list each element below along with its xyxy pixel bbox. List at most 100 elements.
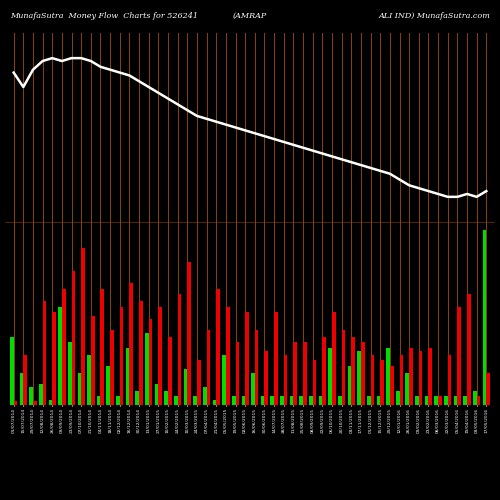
Bar: [348, 366, 352, 405]
Bar: [370, 355, 374, 405]
Bar: [174, 396, 178, 405]
Bar: [14, 402, 18, 405]
Bar: [419, 352, 422, 405]
Bar: [100, 289, 104, 405]
Bar: [145, 334, 148, 405]
Bar: [97, 396, 100, 405]
Bar: [312, 360, 316, 405]
Bar: [78, 373, 81, 405]
Bar: [130, 284, 133, 405]
Bar: [226, 306, 230, 405]
Bar: [434, 396, 438, 405]
Bar: [52, 312, 56, 405]
Bar: [352, 337, 355, 405]
Bar: [136, 390, 139, 405]
Bar: [338, 396, 342, 405]
Bar: [473, 390, 476, 405]
Bar: [458, 306, 461, 405]
Bar: [309, 396, 312, 405]
Bar: [322, 337, 326, 405]
Bar: [294, 342, 297, 405]
Bar: [264, 352, 268, 405]
Bar: [428, 348, 432, 405]
Bar: [342, 330, 345, 405]
Bar: [188, 262, 191, 405]
Text: ALI IND) MunafaSutra.com: ALI IND) MunafaSutra.com: [378, 12, 490, 20]
Bar: [168, 337, 172, 405]
Bar: [454, 396, 458, 405]
Bar: [68, 342, 71, 405]
Bar: [154, 384, 158, 405]
Bar: [236, 342, 239, 405]
Bar: [255, 330, 258, 405]
Bar: [39, 384, 42, 405]
Bar: [425, 396, 428, 405]
Bar: [62, 289, 66, 405]
Bar: [261, 396, 264, 405]
Bar: [303, 342, 306, 405]
Bar: [242, 396, 245, 405]
Bar: [42, 302, 46, 405]
Bar: [415, 396, 419, 405]
Bar: [376, 396, 380, 405]
Bar: [10, 337, 14, 405]
Bar: [197, 360, 200, 405]
Bar: [206, 330, 210, 405]
Bar: [120, 306, 124, 405]
Bar: [476, 396, 480, 405]
Bar: [158, 306, 162, 405]
Bar: [467, 294, 470, 405]
Bar: [30, 387, 33, 405]
Bar: [280, 396, 284, 405]
Bar: [284, 355, 288, 405]
Bar: [164, 390, 168, 405]
Bar: [361, 342, 364, 405]
Bar: [126, 348, 130, 405]
Bar: [400, 355, 403, 405]
Bar: [184, 369, 188, 405]
Bar: [148, 319, 152, 405]
Bar: [386, 348, 390, 405]
Bar: [332, 312, 336, 405]
Bar: [464, 396, 467, 405]
Bar: [110, 330, 114, 405]
Bar: [48, 400, 52, 405]
Bar: [178, 294, 182, 405]
Bar: [251, 373, 255, 405]
Bar: [58, 306, 62, 405]
Text: (AMRAP: (AMRAP: [233, 12, 267, 20]
Bar: [438, 396, 442, 405]
Bar: [212, 400, 216, 405]
Bar: [358, 352, 361, 405]
Bar: [91, 316, 94, 405]
Bar: [409, 348, 413, 405]
Bar: [290, 396, 294, 405]
Bar: [33, 402, 36, 405]
Bar: [380, 360, 384, 405]
Bar: [20, 373, 24, 405]
Text: MunafaSutra  Money Flow  Charts for 526241: MunafaSutra Money Flow Charts for 526241: [10, 12, 198, 20]
Bar: [116, 396, 120, 405]
Bar: [390, 366, 394, 405]
Bar: [87, 355, 91, 405]
Bar: [232, 396, 235, 405]
Bar: [194, 396, 197, 405]
Bar: [106, 366, 110, 405]
Bar: [482, 230, 486, 405]
Bar: [216, 289, 220, 405]
Bar: [406, 373, 409, 405]
Bar: [444, 396, 448, 405]
Bar: [396, 390, 400, 405]
Bar: [486, 373, 490, 405]
Bar: [367, 396, 370, 405]
Bar: [24, 355, 27, 405]
Bar: [245, 312, 249, 405]
Bar: [222, 355, 226, 405]
Bar: [270, 396, 274, 405]
Bar: [203, 387, 206, 405]
Bar: [318, 396, 322, 405]
Bar: [274, 312, 278, 405]
Bar: [448, 355, 452, 405]
Bar: [300, 396, 303, 405]
Bar: [81, 248, 85, 405]
